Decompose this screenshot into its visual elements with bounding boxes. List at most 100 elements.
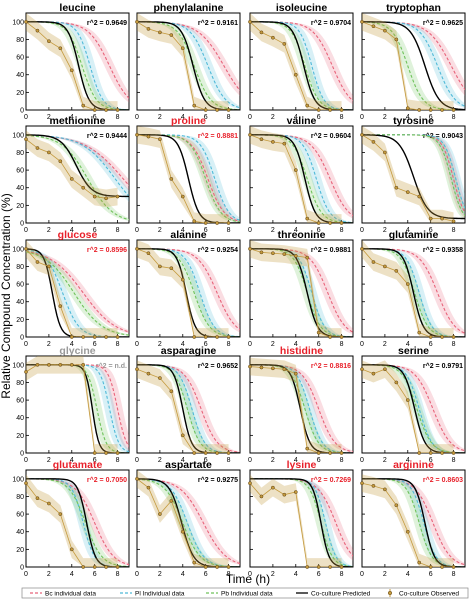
observed-point (360, 481, 364, 486)
y-tick-label: 0 (20, 108, 24, 115)
x-tick-label: 8 (340, 114, 344, 121)
band-pb (26, 135, 129, 221)
observed-point (259, 250, 264, 255)
observed-point (24, 137, 28, 142)
observed-point (215, 221, 219, 225)
panel-valine: valine r^2 = 0.9604 0 2 4 6 8 (248, 115, 354, 234)
y-tick-label: 20 (16, 547, 24, 554)
observed-point (169, 33, 174, 37)
observed-point (215, 335, 219, 339)
observed-point (69, 547, 74, 552)
band-pb (250, 134, 353, 223)
observed-point (271, 251, 275, 256)
band-pb (26, 250, 129, 336)
panel-title: methionine (49, 115, 105, 127)
y-tick-label: 80 (16, 494, 24, 501)
series-line-predicted (362, 134, 465, 220)
observed-point (271, 366, 275, 371)
observed-point (440, 216, 444, 221)
x-tick-label: 8 (452, 457, 456, 464)
y-tick-label: 20 (16, 317, 24, 324)
band-pl (362, 248, 465, 337)
plot-frame (249, 355, 354, 454)
x-tick-label: 4 (294, 457, 298, 464)
band-pl (26, 478, 129, 567)
observed-point (35, 28, 40, 33)
panel-title: alanine (170, 229, 206, 241)
x-tick-label: 4 (294, 341, 298, 348)
x-tick-label: 8 (452, 114, 456, 121)
r2-annotation: r^2 = 0.9275 (198, 476, 238, 484)
observed-point (58, 512, 63, 516)
observed-point (92, 194, 97, 199)
x-tick-label: 0 (248, 227, 252, 234)
observed-band (362, 13, 454, 110)
observed-point (92, 451, 97, 455)
observed-point (35, 496, 40, 501)
x-tick-label: 4 (70, 341, 74, 348)
y-tick-label: 40 (16, 185, 24, 192)
x-tick-label: 6 (429, 227, 433, 234)
observed-point (305, 103, 310, 108)
observed-point (192, 219, 197, 224)
y-tick-label: 40 (16, 299, 24, 306)
observed-point (360, 246, 364, 251)
observed-point (35, 146, 40, 150)
x-tick-label: 4 (406, 571, 410, 578)
observed-point (104, 108, 108, 112)
observed-point (180, 433, 185, 438)
panel-aspartate: aspartate r^2 = 0.9275 0 2 4 6 8 (135, 459, 241, 578)
observed-point (146, 134, 151, 139)
x-tick-label: 4 (406, 457, 410, 464)
band-pb (137, 364, 240, 453)
series-line-predicted (26, 134, 129, 198)
y-tick-label: 0 (20, 565, 24, 572)
x-tick-label: 2 (271, 457, 275, 464)
observed-point (394, 380, 399, 385)
panel-glutamine: glutamine r^2 = 0.9358 0 2 4 6 8 (360, 229, 466, 348)
observed-point (259, 137, 264, 142)
observed-point (248, 246, 252, 251)
y-tick-label: 60 (16, 55, 24, 62)
x-tick-label: 4 (70, 114, 74, 121)
observed-point (360, 19, 364, 24)
observed-point (417, 451, 422, 455)
observed-point (192, 451, 197, 455)
series-line-predicted (137, 21, 240, 110)
observed-point (339, 335, 344, 339)
observed-point (383, 28, 387, 33)
observed-point (35, 362, 40, 367)
observed-band (362, 360, 454, 453)
observed-point (158, 137, 162, 142)
plot-frame (136, 355, 241, 454)
x-tick-label: 6 (429, 457, 433, 464)
observed-point (451, 335, 456, 339)
observed-point (440, 451, 444, 455)
x-tick-label: 8 (227, 571, 231, 578)
legend-item-predicted: Co-culture Predicted (296, 591, 371, 598)
r2-annotation: r^2 = 0.8596 (87, 246, 127, 254)
observed-point (451, 565, 456, 569)
observed-point (135, 246, 139, 251)
panel-phenylalanine: phenylalanine r^2 = 0.9161 0 2 4 6 8 (135, 2, 241, 121)
observed-point (169, 389, 174, 394)
observed-point (69, 177, 74, 181)
x-tick-label: 2 (271, 227, 275, 234)
x-tick-label: 8 (227, 114, 231, 121)
r2-annotation: r^2 = 0.9604 (311, 132, 351, 140)
observed-point (417, 330, 422, 335)
x-tick-label: 2 (158, 571, 162, 578)
observed-point (316, 108, 321, 112)
plot-frame (361, 12, 466, 111)
y-tick-label: 0 (20, 335, 24, 342)
observed-point (394, 503, 399, 508)
observed-point (316, 221, 321, 225)
panel-lysine: lysine r^2 = 0.7269 0 2 4 6 8 (248, 459, 354, 578)
band-bc (362, 364, 465, 452)
r2-annotation: r^2 = 0.9444 (87, 132, 127, 140)
plot-frame (249, 239, 354, 338)
r2-annotation: r^2 = 0.9881 (311, 246, 351, 254)
observed-point (282, 252, 287, 256)
x-tick-label: 2 (271, 341, 275, 348)
